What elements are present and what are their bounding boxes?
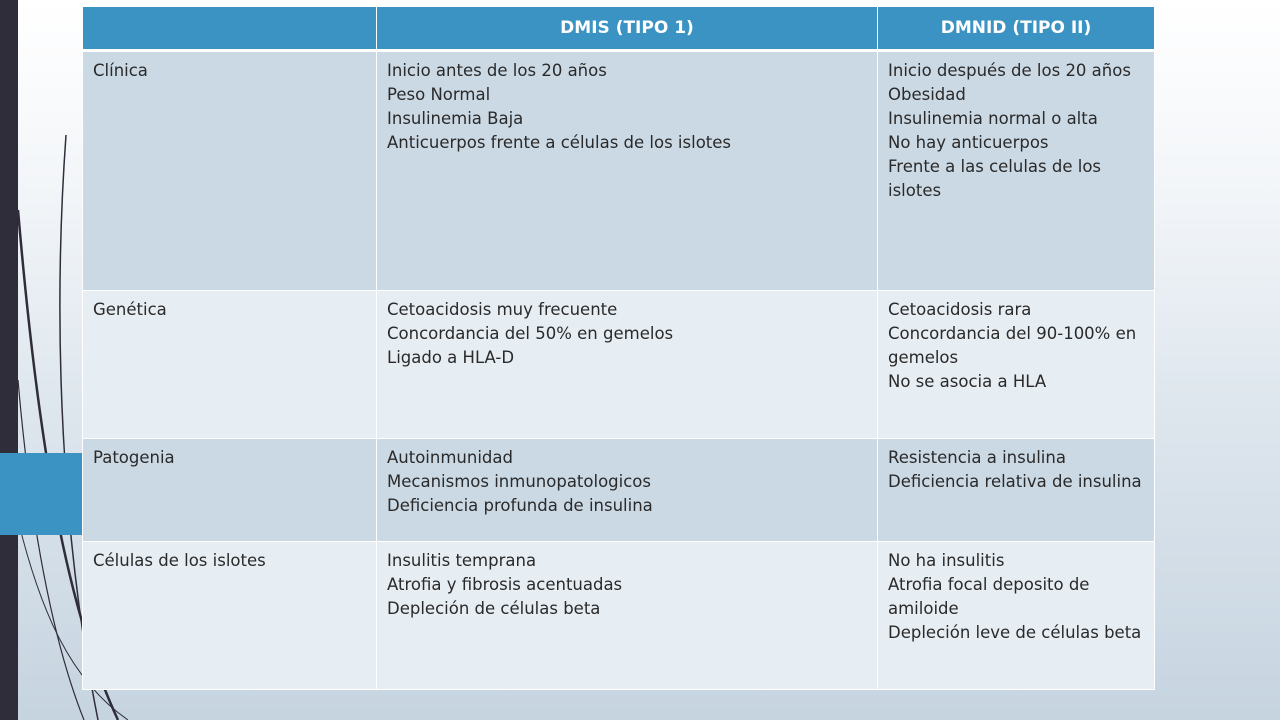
cell-line: Obesidad <box>888 85 966 104</box>
header-empty <box>82 6 377 52</box>
cell-line: Anticuerpos frente a células de los islo… <box>387 133 732 152</box>
row-label: Células de los islotes <box>82 541 377 690</box>
cell-line: Cetoacidosis muy frecuente <box>387 300 618 319</box>
header-tipo2: DMNID (TIPO II) <box>877 6 1155 52</box>
tipo1-cell: Cetoacidosis muy frecuente Concordancia … <box>376 290 878 439</box>
left-bar <box>0 0 18 720</box>
cell-line: Autoinmunidad <box>387 448 513 467</box>
tipo2-cell: Inicio después de los 20 años Obesidad I… <box>877 50 1155 291</box>
cell-line: Cetoacidosis rara <box>888 300 1032 319</box>
cell-line: Ligado a HLA-D <box>387 348 515 367</box>
cell-line: Insulitis temprana <box>387 551 537 570</box>
cell-line: Inicio después de los 20 años <box>888 61 1131 80</box>
cell-line: Atrofia focal deposito de amiloide <box>888 575 1090 618</box>
cell-line: Concordancia del 90-100% en gemelos <box>888 324 1137 367</box>
comparison-table: DMIS (TIPO 1) DMNID (TIPO II) Clínica In… <box>82 6 1155 690</box>
cell-line: Deficiencia profunda de insulina <box>387 496 653 515</box>
cell-line: Concordancia del 50% en gemelos <box>387 324 674 343</box>
accent-square <box>0 453 82 535</box>
cell-line: Depleción de células beta <box>387 599 601 618</box>
cell-line: Inicio antes de los 20 años <box>387 61 607 80</box>
cell-line: Resistencia a insulina <box>888 448 1066 467</box>
cell-line: No hay anticuerpos <box>888 133 1049 152</box>
tipo1-cell: Autoinmunidad Mecanismos inmunopatologic… <box>376 438 878 542</box>
row-label: Patogenia <box>82 438 377 542</box>
tipo2-cell: No ha insulitis Atrofia focal deposito d… <box>877 541 1155 690</box>
tipo1-cell: Insulitis temprana Atrofia y fibrosis ac… <box>376 541 878 690</box>
cell-line: Deficiencia relativa de insulina <box>888 472 1142 491</box>
header-tipo1: DMIS (TIPO 1) <box>376 6 878 52</box>
cell-line: Frente a las celulas de los islotes <box>888 157 1102 200</box>
tipo2-cell: Cetoacidosis rara Concordancia del 90-10… <box>877 290 1155 439</box>
cell-line: No ha insulitis <box>888 551 1005 570</box>
row-celulas: Células de los islotes Insulitis tempran… <box>82 541 1155 690</box>
cell-line: No se asocia a HLA <box>888 372 1047 391</box>
cell-line: Depleción leve de células beta <box>888 623 1142 642</box>
header-row: DMIS (TIPO 1) DMNID (TIPO II) <box>82 6 1155 52</box>
row-patogenia: Patogenia Autoinmunidad Mecanismos inmun… <box>82 438 1155 542</box>
cell-line: Insulinemia Baja <box>387 109 524 128</box>
row-label: Clínica <box>82 50 377 291</box>
cell-line: Insulinemia normal o alta <box>888 109 1098 128</box>
cell-line: Atrofia y fibrosis acentuadas <box>387 575 623 594</box>
tipo1-cell: Inicio antes de los 20 años Peso Normal … <box>376 50 878 291</box>
cell-line: Mecanismos inmunopatologicos <box>387 472 651 491</box>
row-clinica: Clínica Inicio antes de los 20 años Peso… <box>82 50 1155 291</box>
tipo2-cell: Resistencia a insulina Deficiencia relat… <box>877 438 1155 542</box>
row-genetica: Genética Cetoacidosis muy frecuente Conc… <box>82 290 1155 439</box>
cell-line: Peso Normal <box>387 85 491 104</box>
row-label: Genética <box>82 290 377 439</box>
